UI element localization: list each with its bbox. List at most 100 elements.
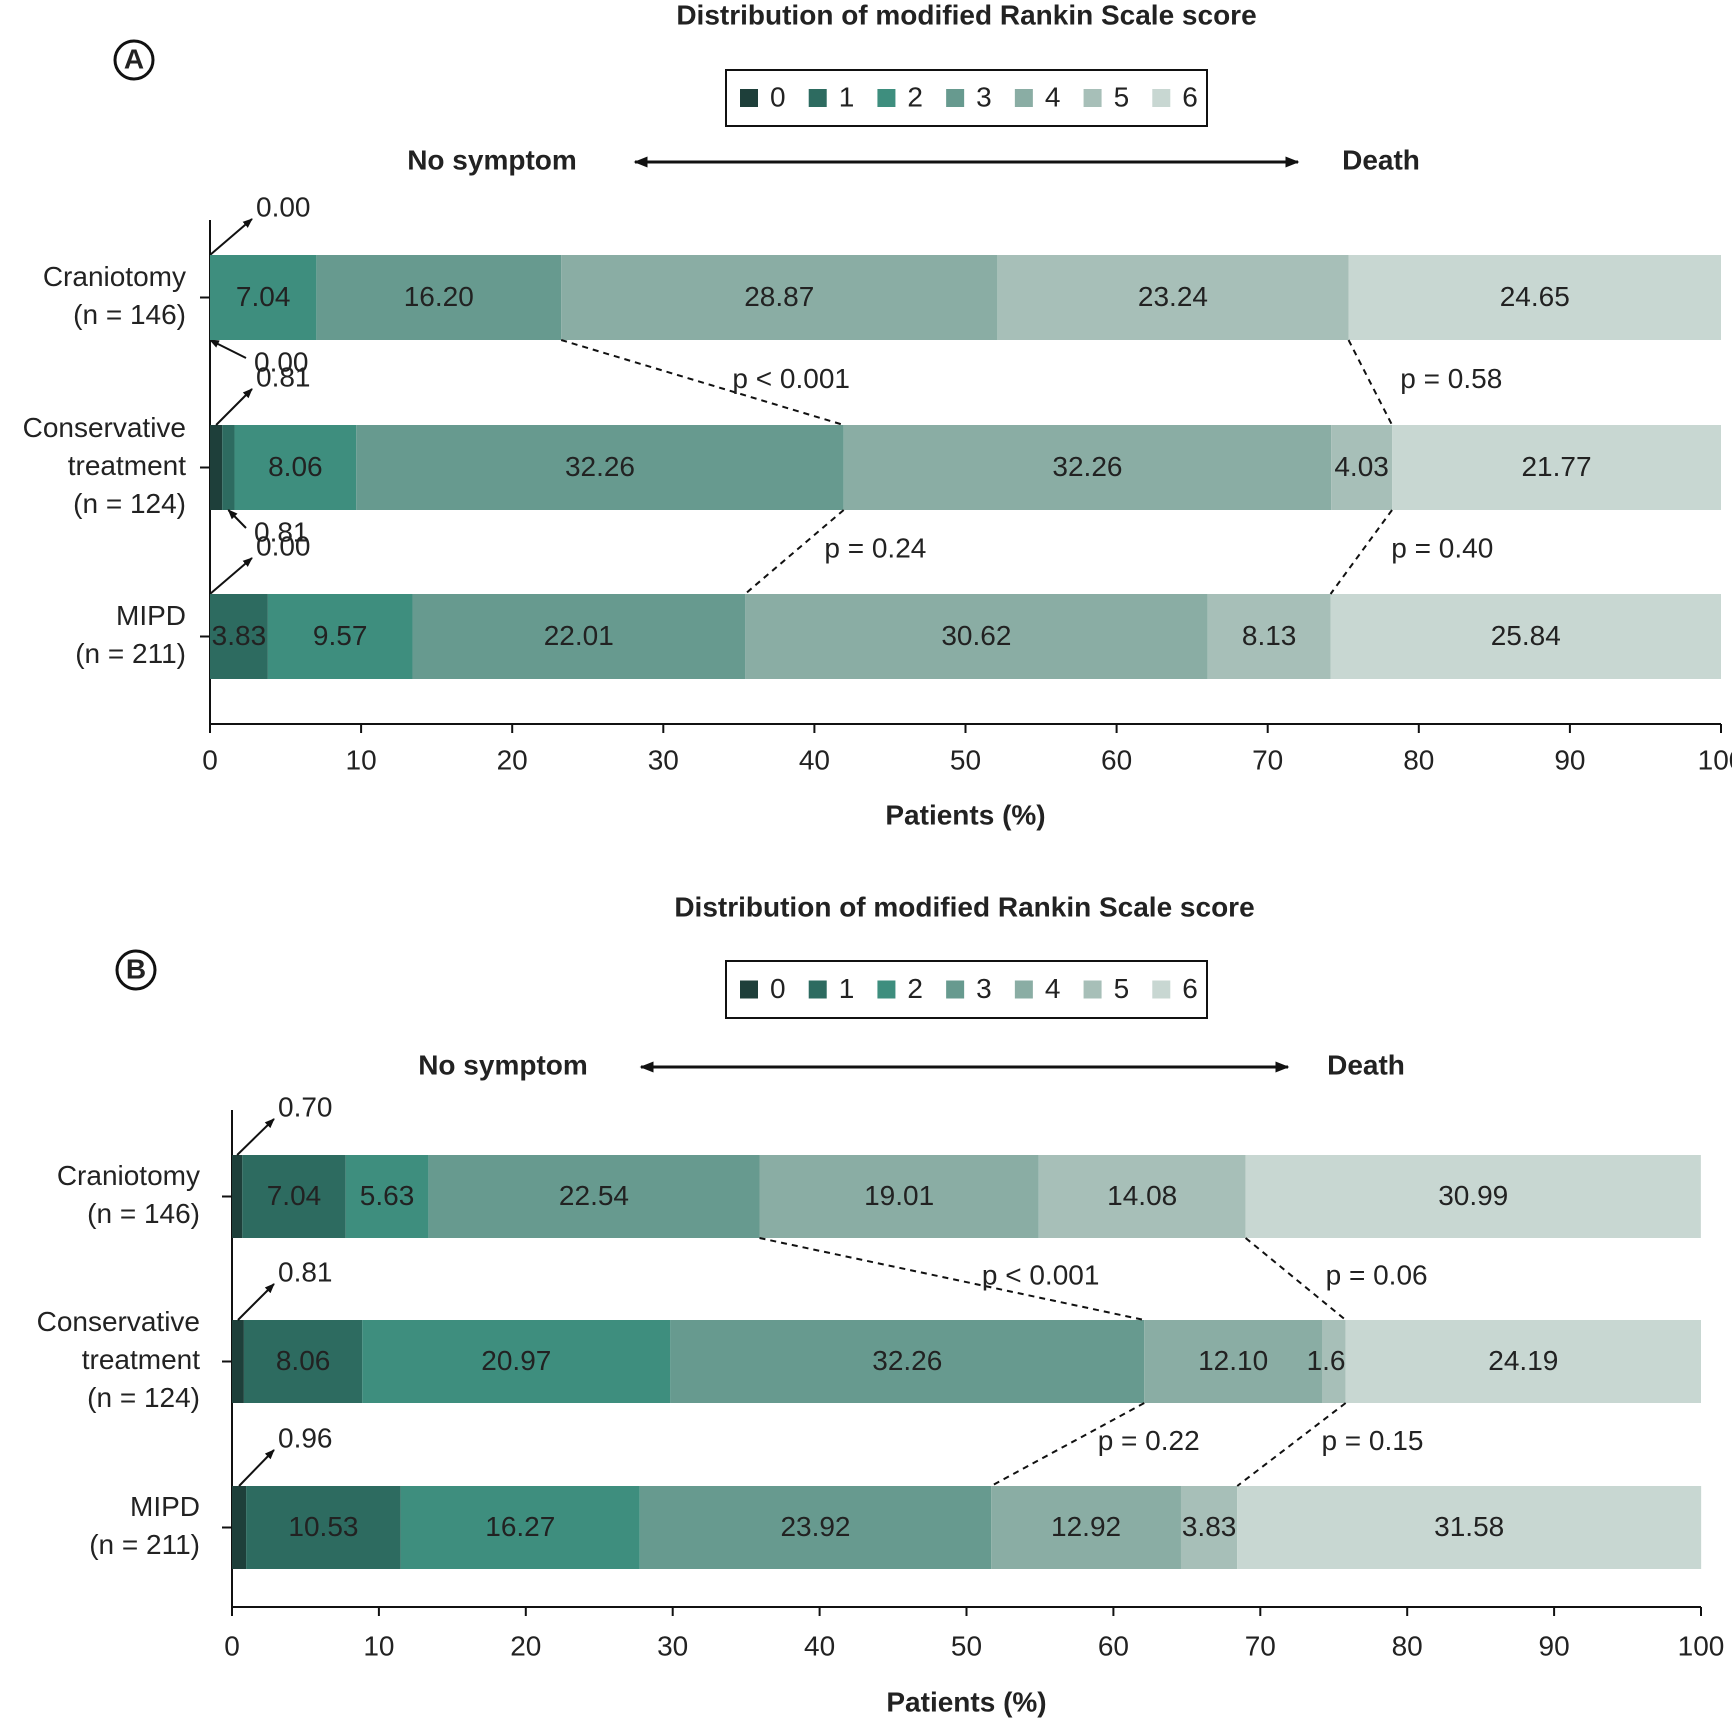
value-label: 31.58 xyxy=(1434,1511,1504,1542)
bar-segment xyxy=(362,1320,671,1403)
x-tick-label: 70 xyxy=(1252,744,1283,775)
value-label: 0.00 xyxy=(256,530,311,561)
legend-swatch xyxy=(808,89,827,107)
bar-segment xyxy=(222,425,235,510)
x-tick-label: 20 xyxy=(497,744,528,775)
bar-segment xyxy=(843,425,1332,510)
scale-start-label: No symptom xyxy=(418,1049,588,1080)
bar-segment xyxy=(1180,1486,1238,1569)
bar-segment xyxy=(210,425,223,510)
bar-segment xyxy=(1237,1486,1702,1569)
bar-segment xyxy=(1245,1155,1701,1238)
legend-swatch xyxy=(1083,980,1102,999)
legend-label: 0 xyxy=(770,81,786,112)
p-value-label: p = 0.06 xyxy=(1326,1259,1428,1290)
label-arrow xyxy=(209,339,247,359)
value-label: 16.27 xyxy=(485,1511,555,1542)
category-label: Craniotomy xyxy=(43,261,186,292)
value-label: 30.99 xyxy=(1438,1180,1508,1211)
value-label: 12.10 xyxy=(1198,1345,1268,1376)
legend-label: 3 xyxy=(976,81,992,112)
value-label: 23.24 xyxy=(1138,281,1208,312)
category-label: MIPD xyxy=(116,600,186,631)
value-label: 20.97 xyxy=(481,1345,551,1376)
bar-segment xyxy=(561,255,998,340)
legend-label: 2 xyxy=(907,973,923,1004)
bar-segment xyxy=(210,255,317,340)
bar-segment xyxy=(1144,1320,1322,1403)
bar-segment xyxy=(246,1486,401,1569)
p-value-label: p < 0.001 xyxy=(982,1259,1100,1290)
x-tick-label: 100 xyxy=(1698,744,1732,775)
p-value-label: p = 0.24 xyxy=(824,532,926,563)
legend-swatch xyxy=(808,980,827,999)
bar-segment xyxy=(234,425,357,510)
legend-label: 0 xyxy=(770,973,786,1004)
comparison-line xyxy=(1329,509,1393,595)
label-arrow xyxy=(238,1449,275,1487)
panel-letter: B xyxy=(126,953,146,984)
category-label: Conservative xyxy=(37,1306,200,1337)
bar-segment xyxy=(759,1155,1039,1238)
legend-swatch xyxy=(1152,89,1171,107)
p-value-label: p = 0.22 xyxy=(1098,1425,1200,1456)
legend-swatch xyxy=(1014,89,1033,107)
category-label: (n = 146) xyxy=(73,299,186,330)
category-label: treatment xyxy=(82,1344,200,1375)
bar-segment xyxy=(1207,594,1331,679)
scale-start-label: No symptom xyxy=(407,144,577,175)
category-label: MIPD xyxy=(130,1491,200,1522)
comparison-line xyxy=(560,339,845,426)
bar-segment xyxy=(316,255,562,340)
x-tick-label: 100 xyxy=(1678,1630,1725,1661)
label-arrow xyxy=(237,1283,275,1321)
value-label: 22.54 xyxy=(559,1180,629,1211)
bar-segment xyxy=(639,1486,992,1569)
bar-segment xyxy=(232,1155,243,1238)
x-tick-label: 30 xyxy=(657,1630,688,1661)
x-axis-label: Patients (%) xyxy=(885,799,1045,830)
legend-label: 1 xyxy=(839,81,855,112)
value-label: 30.62 xyxy=(941,620,1011,651)
legend-label: 5 xyxy=(1114,973,1130,1004)
category-label: (n = 146) xyxy=(87,1198,200,1229)
value-label: 10.53 xyxy=(288,1511,358,1542)
bar-segment xyxy=(210,594,268,679)
legend-swatch xyxy=(946,89,965,107)
bar-segment xyxy=(997,255,1349,340)
x-tick-label: 50 xyxy=(950,744,981,775)
p-value-label: p = 0.15 xyxy=(1321,1425,1423,1456)
value-label: 7.04 xyxy=(236,281,291,312)
label-arrow xyxy=(227,509,247,529)
legend-swatch xyxy=(1083,89,1102,107)
value-label: 14.08 xyxy=(1107,1180,1177,1211)
value-label: 0.81 xyxy=(278,1256,333,1287)
value-label: 21.77 xyxy=(1521,451,1591,482)
bar-segment xyxy=(991,1486,1181,1569)
category-label: (n = 124) xyxy=(87,1382,200,1413)
legend-swatch xyxy=(946,980,965,999)
panel-letter: A xyxy=(124,43,144,74)
comparison-line xyxy=(1347,339,1393,426)
bar-segment xyxy=(1321,1320,1346,1403)
legend-swatch xyxy=(740,980,758,999)
x-tick-label: 80 xyxy=(1392,1630,1423,1661)
value-label: 28.87 xyxy=(744,281,814,312)
value-label: 3.83 xyxy=(1182,1511,1237,1542)
bar-segment xyxy=(745,594,1208,679)
x-tick-label: 90 xyxy=(1554,744,1585,775)
legend-swatch xyxy=(740,89,758,107)
x-tick-label: 10 xyxy=(346,744,377,775)
p-value-label: p < 0.001 xyxy=(732,363,850,394)
value-label: 12.92 xyxy=(1051,1511,1121,1542)
comparison-line xyxy=(1236,1402,1347,1487)
x-tick-label: 10 xyxy=(363,1630,394,1661)
legend-swatch xyxy=(1014,980,1033,999)
category-label: (n = 211) xyxy=(89,1529,200,1560)
value-label: 8.06 xyxy=(276,1345,331,1376)
legend-label: 4 xyxy=(1045,973,1061,1004)
panel-badge xyxy=(115,949,157,991)
value-label: 32.26 xyxy=(872,1345,942,1376)
bar-segment xyxy=(1345,1320,1701,1403)
